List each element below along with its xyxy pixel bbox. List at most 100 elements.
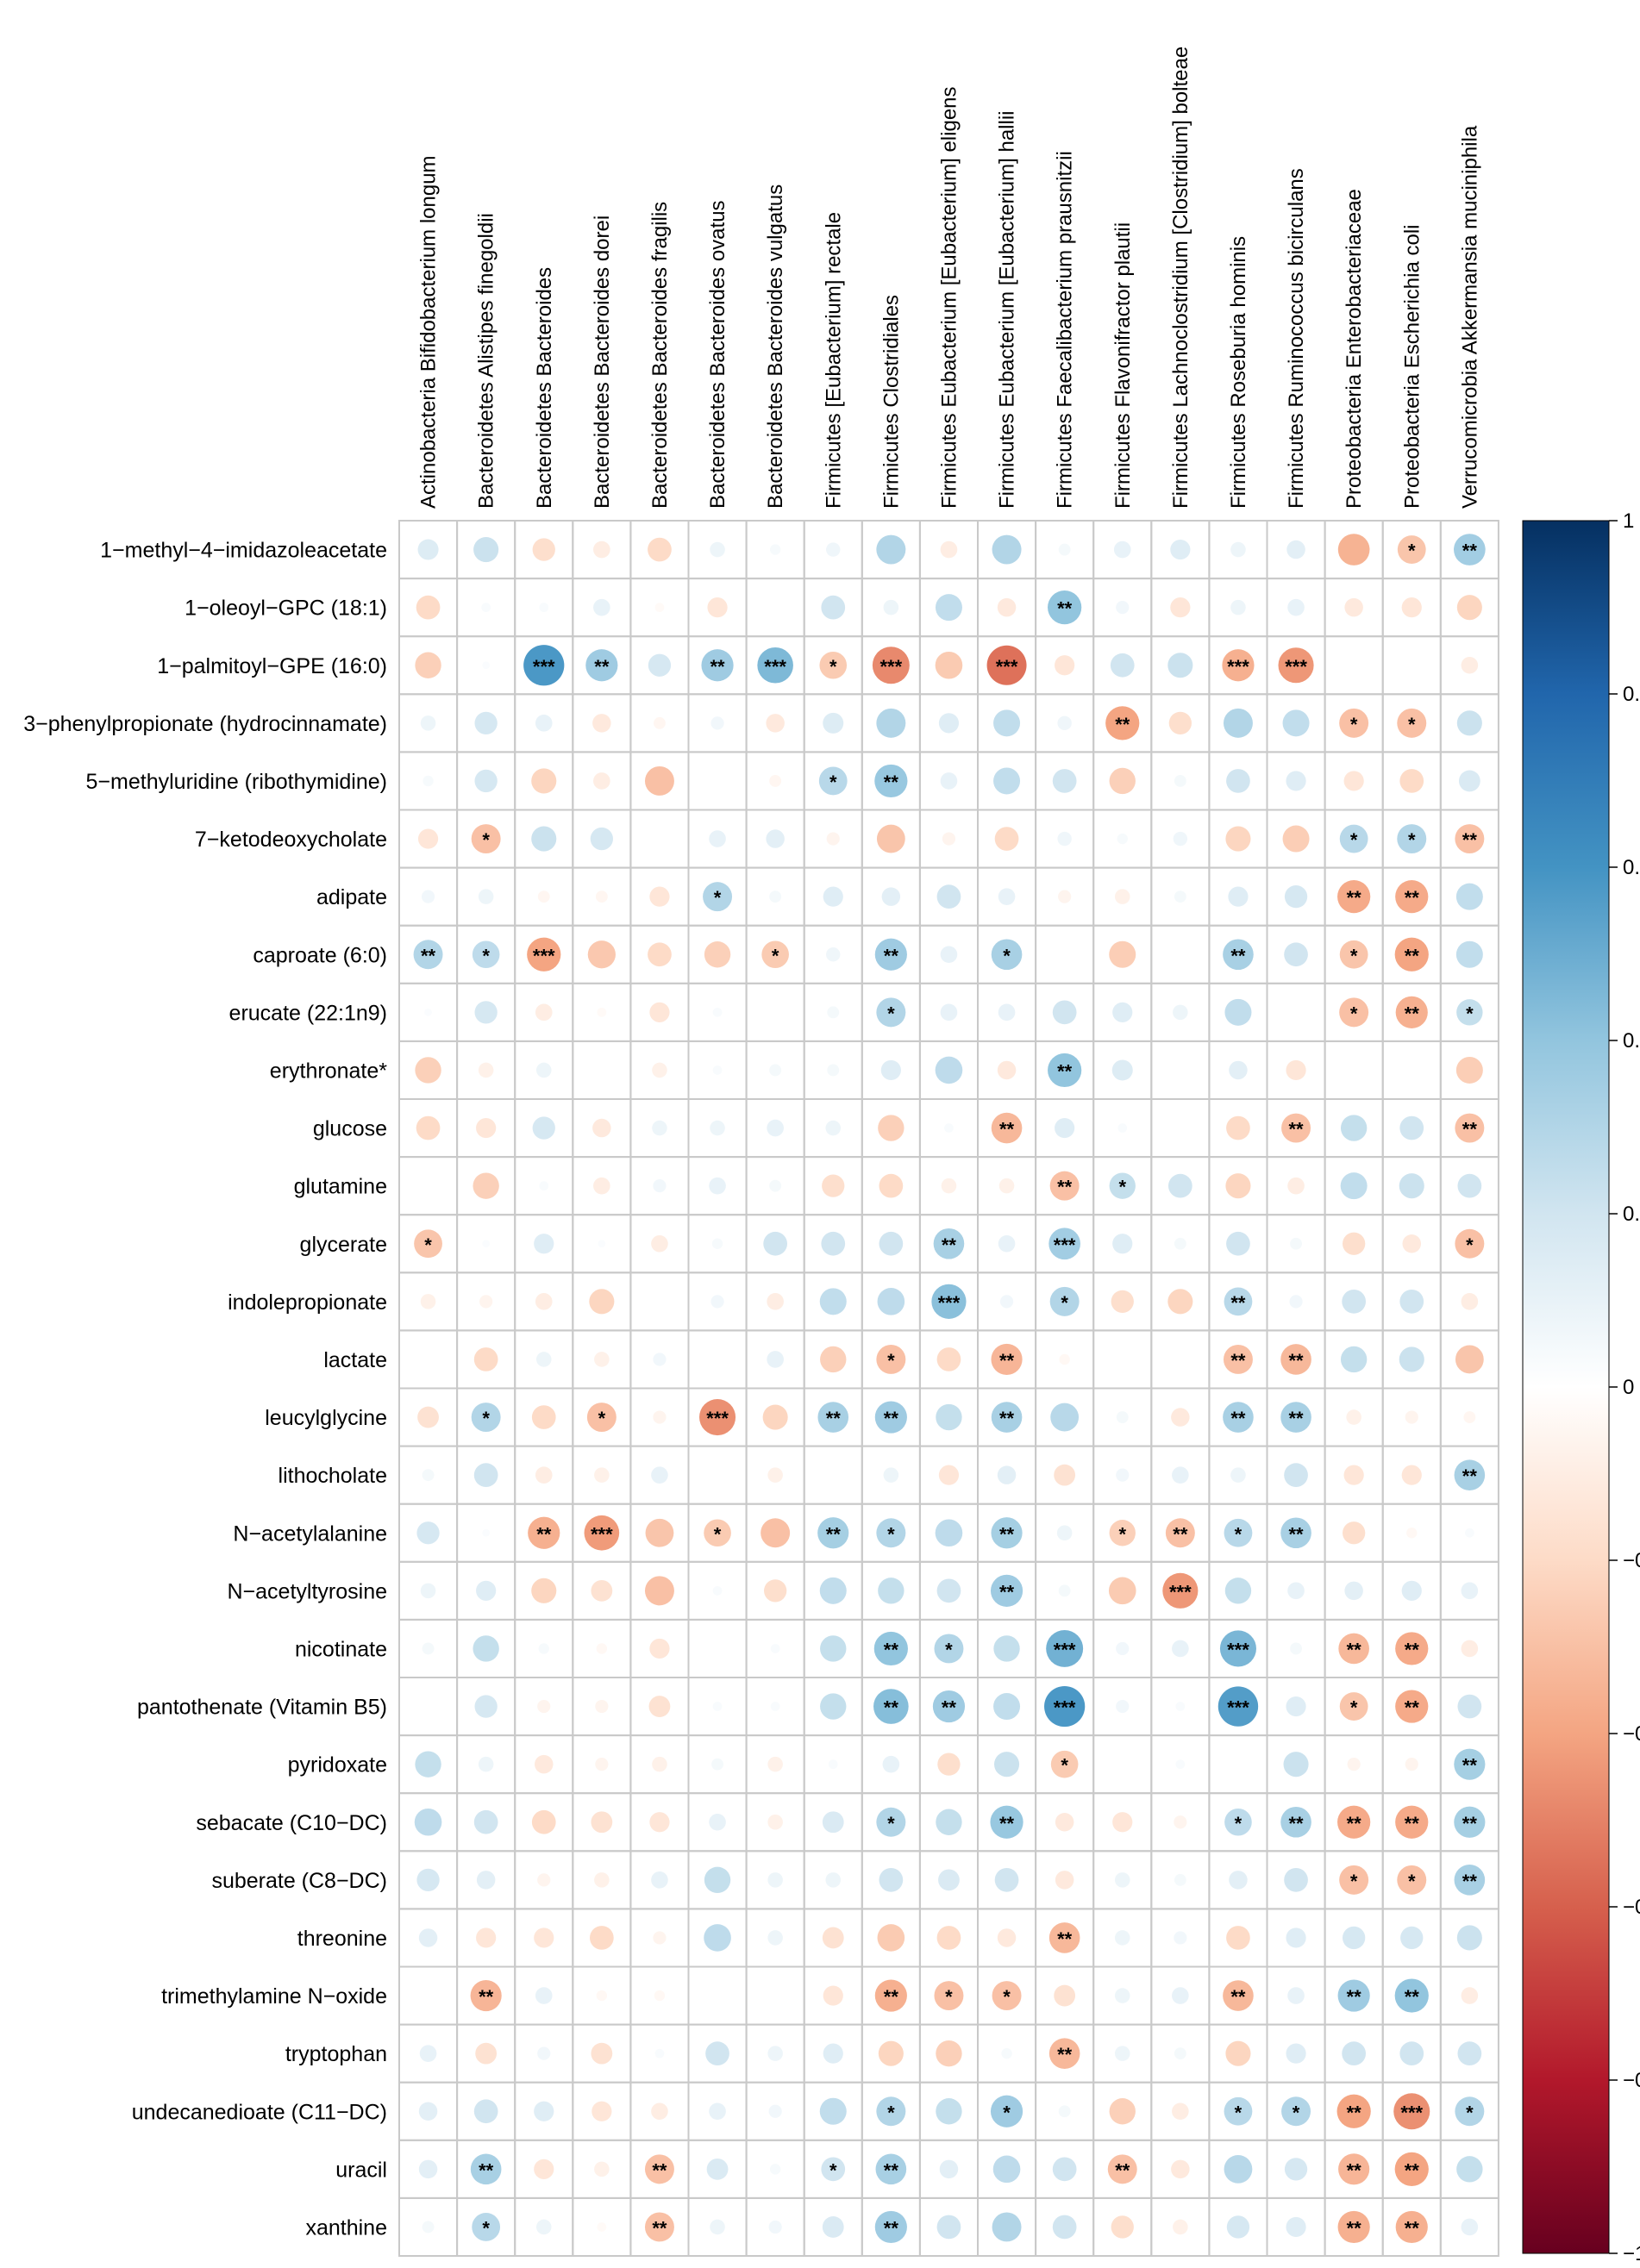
correlation-circle <box>1223 939 1254 971</box>
correlation-circle <box>879 1867 904 1892</box>
correlation-circle <box>1230 599 1246 615</box>
correlation-circle <box>704 1866 731 1894</box>
correlation-circle <box>704 941 731 968</box>
correlation-circle <box>1223 708 1253 738</box>
correlation-circle <box>416 595 441 620</box>
significance-stars: ** <box>421 945 436 966</box>
correlation-circle <box>769 890 782 903</box>
correlation-circle <box>1286 2043 1306 2064</box>
significance-stars: ** <box>826 1523 842 1545</box>
significance-stars: ** <box>536 1523 552 1545</box>
significance-stars: *** <box>706 1408 729 1429</box>
correlation-circle <box>474 769 498 793</box>
correlation-circle <box>1394 937 1429 972</box>
correlation-circle <box>1397 708 1427 738</box>
correlation-circle <box>1455 824 1485 854</box>
correlation-circle <box>1168 711 1192 734</box>
significance-stars: ** <box>1230 1408 1246 1429</box>
correlation-circle <box>1054 1984 1076 2007</box>
correlation-circle <box>1109 1172 1136 1199</box>
correlation-circle <box>769 544 781 555</box>
column-labels: Actinobacteria Bifidobacterium longum Bac… <box>417 47 1482 509</box>
significance-stars: * <box>1466 1003 1474 1024</box>
correlation-circle <box>478 1756 494 1772</box>
correlation-circle <box>767 1814 783 1830</box>
correlation-circle <box>934 1981 964 2011</box>
correlation-circle <box>414 1808 442 1836</box>
correlation-circle <box>1110 653 1135 678</box>
correlation-circle <box>706 2158 729 2180</box>
correlation-circle <box>1400 1926 1424 1950</box>
correlation-circle <box>470 2153 502 2185</box>
correlation-circle <box>1057 831 1072 847</box>
correlation-circle <box>1052 2157 1077 2182</box>
significance-stars: * <box>1350 945 1358 966</box>
correlation-circle <box>1167 653 1193 678</box>
significance-stars: * <box>1466 2102 1474 2123</box>
correlation-circle <box>415 1057 441 1084</box>
correlation-circle <box>417 539 439 560</box>
correlation-circle <box>1046 1629 1084 1667</box>
correlation-circle <box>991 939 1023 971</box>
correlation-circle <box>420 1294 436 1309</box>
significance-stars: ** <box>1230 1986 1246 2008</box>
correlation-circle <box>418 2102 438 2121</box>
correlation-circle <box>817 1517 849 1549</box>
correlation-circle <box>767 1872 783 1888</box>
significance-stars: ** <box>1057 2044 1073 2065</box>
correlation-circle <box>1340 1346 1368 1373</box>
correlation-circle <box>1219 1630 1256 1667</box>
significance-stars: * <box>1350 1003 1358 1024</box>
correlation-circle <box>1230 541 1246 558</box>
correlation-circle <box>1286 771 1306 791</box>
correlation-circle <box>1282 825 1310 853</box>
correlation-circle <box>1224 1578 1252 1604</box>
correlation-circle <box>938 713 960 734</box>
correlation-circle <box>1116 1411 1129 1423</box>
significance-stars: * <box>482 2217 490 2239</box>
correlation-circle <box>701 649 734 682</box>
significance-stars: ** <box>1230 945 1246 966</box>
correlation-circle <box>651 1871 668 1889</box>
correlation-circle <box>593 540 610 559</box>
correlation-circle <box>940 946 958 964</box>
correlation-circle <box>940 1003 958 1022</box>
row-label: lithocholate <box>279 1464 387 1488</box>
correlation-circle <box>936 1809 962 1835</box>
correlation-circle <box>653 1931 667 1945</box>
correlation-circle <box>1346 1409 1361 1425</box>
correlation-circle <box>538 1643 549 1654</box>
correlation-circle <box>1287 1987 1305 2004</box>
correlation-circle <box>1457 1173 1482 1198</box>
significance-stars: * <box>1235 1523 1243 1545</box>
correlation-circle <box>1112 1812 1133 1833</box>
correlation-circle <box>1174 1873 1186 1886</box>
correlation-circle <box>1281 1113 1311 1143</box>
correlation-circle <box>1109 2098 1136 2125</box>
correlation-circle <box>597 2222 607 2232</box>
correlation-circle <box>997 1060 1017 1080</box>
significance-stars: * <box>887 1813 895 1834</box>
correlation-circle <box>879 1231 904 1256</box>
significance-stars: *** <box>533 945 555 966</box>
correlation-circle <box>938 1465 960 1485</box>
correlation-circle <box>878 1115 905 1141</box>
column-label: Bacteroidetes Bacteroides fragilis <box>648 202 672 509</box>
correlation-circle <box>825 1872 842 1888</box>
significance-stars: ** <box>1347 2102 1362 2123</box>
correlation-circle <box>535 1987 553 2004</box>
correlation-circle <box>1117 1123 1128 1133</box>
correlation-circle <box>1226 1231 1250 1256</box>
grid-cell <box>745 578 805 638</box>
correlation-circle <box>654 716 666 729</box>
correlation-circle <box>1338 2153 1370 2185</box>
correlation-circle <box>539 603 549 613</box>
correlation-circle <box>1337 1805 1371 1839</box>
correlation-circle <box>1338 1633 1369 1665</box>
correlation-circle <box>820 1693 847 1720</box>
correlation-circle <box>1456 2156 1483 2183</box>
correlation-circle <box>818 766 848 796</box>
correlation-circle <box>873 1631 908 1666</box>
correlation-circle <box>817 1402 849 1433</box>
row-label: erythronate* <box>270 1059 387 1083</box>
